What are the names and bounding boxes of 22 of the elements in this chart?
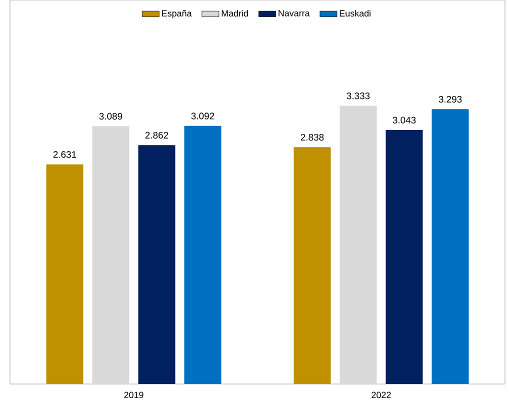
data-label: 3.293 xyxy=(438,96,462,103)
bar xyxy=(432,109,469,384)
bar xyxy=(138,145,176,384)
legend-label: Navarra xyxy=(278,10,310,16)
bar xyxy=(386,130,423,384)
data-label: 3.043 xyxy=(392,116,416,124)
legend-label: Euskadi xyxy=(340,10,370,17)
bar xyxy=(92,126,130,384)
bar xyxy=(46,164,84,384)
legend-label: España xyxy=(162,10,192,18)
bar xyxy=(184,126,222,384)
x-tick-label: 2019 xyxy=(124,392,144,398)
data-label: 2.838 xyxy=(300,134,324,141)
bar xyxy=(340,106,377,384)
data-label: 3.089 xyxy=(99,112,122,120)
data-label: 3.092 xyxy=(191,112,214,120)
data-label: 2.631 xyxy=(53,151,76,158)
legend-label: Madrid xyxy=(222,10,248,17)
data-label: 2.862 xyxy=(145,132,168,139)
data-label: 3.333 xyxy=(346,92,370,100)
x-tick-label: 2022 xyxy=(372,392,391,398)
bar xyxy=(294,147,331,384)
